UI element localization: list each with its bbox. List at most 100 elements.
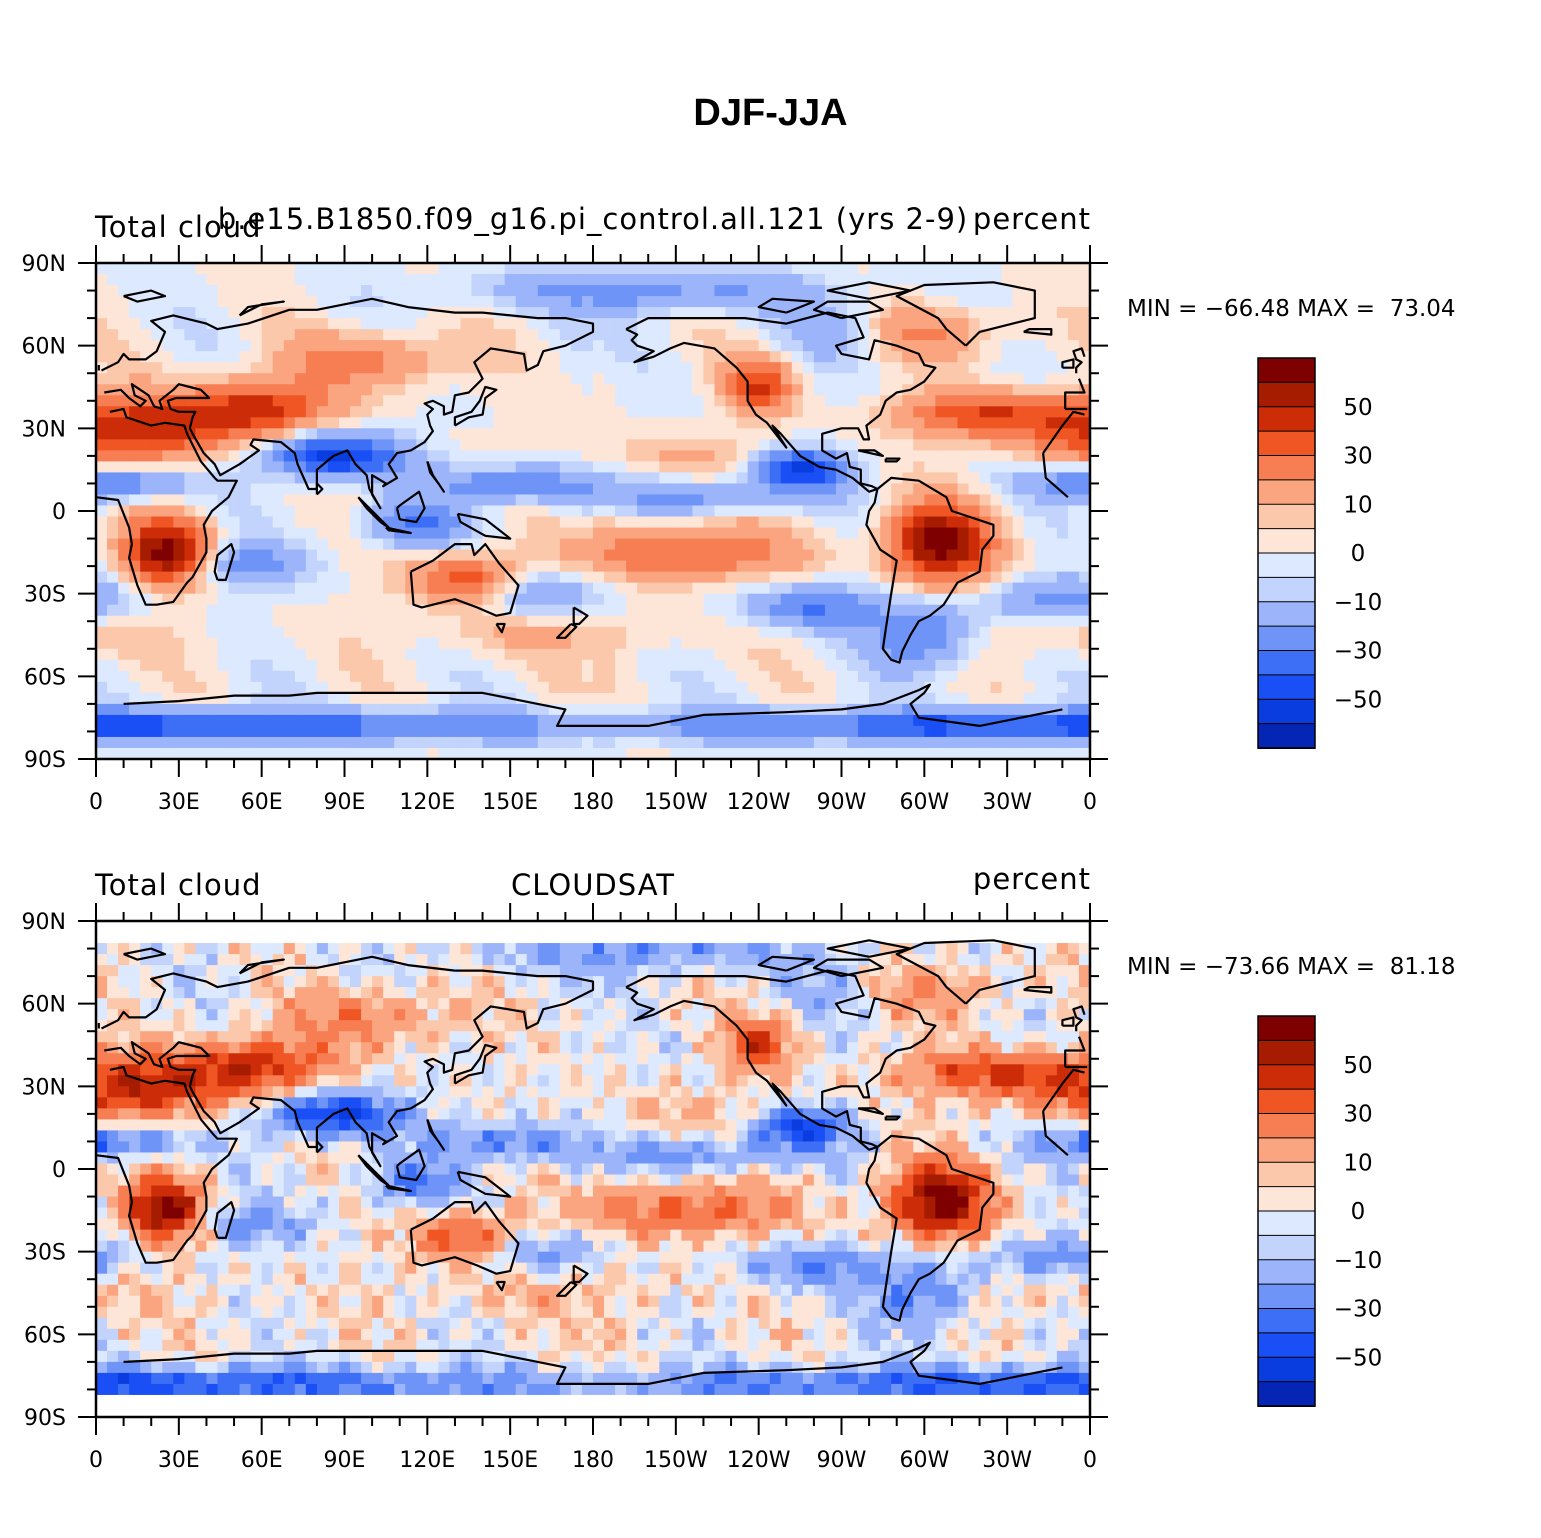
field-cell <box>880 296 892 308</box>
field-cell <box>272 439 285 451</box>
field-cell <box>118 296 130 308</box>
field-cell <box>946 461 959 474</box>
field-cell <box>835 998 848 1010</box>
field-cell <box>858 637 870 650</box>
field-cell <box>327 593 340 606</box>
field-cell <box>283 417 296 429</box>
field-cell <box>935 483 948 496</box>
field-cell <box>604 725 616 738</box>
field-cell <box>968 560 981 573</box>
field-cell <box>151 318 163 330</box>
field-cell <box>626 593 638 606</box>
field-cell <box>261 362 274 374</box>
field-cell <box>405 921 417 933</box>
field-cell <box>493 483 506 496</box>
field-cell <box>659 965 671 977</box>
field-cell <box>107 483 119 496</box>
field-cell <box>416 296 428 308</box>
field-cell <box>758 987 771 999</box>
field-cell <box>383 505 395 518</box>
field-cell <box>1056 439 1069 451</box>
coastline <box>1042 410 1085 454</box>
field-cell <box>96 307 108 319</box>
field-cell <box>736 527 749 540</box>
field-cell <box>107 954 119 966</box>
field-cell <box>604 943 616 955</box>
field-cell <box>493 725 506 738</box>
field-cell <box>239 274 252 286</box>
field-cell <box>913 703 925 716</box>
field-cell <box>361 976 373 988</box>
y-tick-label: 60N <box>22 335 66 360</box>
field-cell <box>294 571 307 584</box>
field-cell <box>1012 373 1025 385</box>
field-cell <box>637 428 649 440</box>
field-cell <box>316 395 329 407</box>
field-cell <box>891 527 903 540</box>
field-cell <box>206 648 219 661</box>
field-cell <box>427 439 439 451</box>
field-cell <box>140 648 152 661</box>
field-cell <box>670 549 682 562</box>
field-cell <box>1045 549 1058 562</box>
field-cell <box>659 998 671 1010</box>
field-cell <box>813 494 826 507</box>
field-cell <box>692 987 705 999</box>
field-cell <box>416 307 428 319</box>
field-cell <box>107 747 119 760</box>
field-cell <box>206 747 219 760</box>
field-cell <box>493 921 506 933</box>
field-cell <box>559 483 572 496</box>
field-cell <box>548 296 561 308</box>
contour-map: 0 30E 60E 90E 120E 150E 180 150W 120W 90W 60W 30W 09… <box>22 245 1382 815</box>
field-cell <box>802 395 815 407</box>
field-cell <box>858 987 870 999</box>
field-cell <box>471 560 484 573</box>
field-cell <box>593 571 605 584</box>
field-cell <box>1023 725 1036 738</box>
field-cell <box>935 965 948 977</box>
field-cell <box>427 285 439 297</box>
field-cell <box>239 681 252 694</box>
field-cell <box>372 494 384 507</box>
field-cell <box>1012 263 1025 275</box>
field-cell <box>659 692 671 705</box>
field-cell <box>637 692 649 705</box>
coastline <box>884 457 901 463</box>
field-cell <box>659 549 671 562</box>
field-cell <box>681 593 693 606</box>
field-cell <box>648 648 660 661</box>
field-cell <box>714 582 727 595</box>
field-cell <box>637 395 649 407</box>
field-cell <box>361 362 373 374</box>
field-cell <box>283 921 296 933</box>
field-cell <box>504 494 517 507</box>
field-cell <box>758 296 771 308</box>
field-cell <box>703 384 716 396</box>
field-cell <box>548 373 561 385</box>
field-cell <box>990 428 1003 440</box>
field-cell <box>195 285 208 297</box>
field-cell <box>824 582 837 595</box>
field-cell <box>272 263 285 275</box>
field-cell <box>438 626 451 639</box>
field-cell <box>449 571 462 584</box>
field-cell <box>791 582 804 595</box>
field-cell <box>946 560 959 573</box>
field-cell <box>891 494 903 507</box>
field-cell <box>526 659 539 672</box>
field-cell <box>250 362 263 374</box>
field-cell <box>880 670 892 683</box>
field-cell <box>791 329 804 341</box>
field-cell <box>338 450 351 462</box>
field-cell <box>902 461 914 474</box>
field-cell <box>692 285 705 297</box>
field-cell <box>670 987 682 999</box>
field-cell <box>626 965 638 977</box>
field-cell <box>1023 318 1036 330</box>
field-cell <box>1078 483 1091 496</box>
field-cell <box>869 538 881 551</box>
field-cell <box>427 296 439 308</box>
field-cell <box>581 736 594 749</box>
field-cell <box>692 736 705 749</box>
